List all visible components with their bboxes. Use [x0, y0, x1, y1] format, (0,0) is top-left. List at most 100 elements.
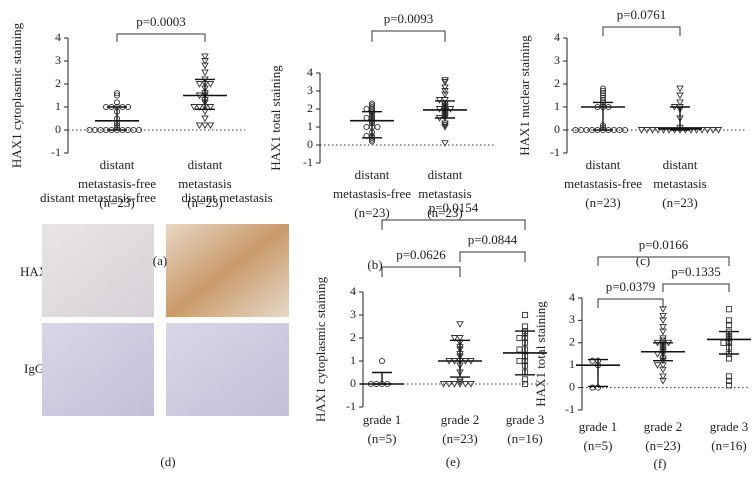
p-value: p=0.0154 [429, 200, 479, 215]
data-point [709, 127, 717, 134]
x-tick-label: grade 2 [441, 412, 480, 427]
x-tick-label: metastasis [418, 186, 471, 201]
data-point [201, 122, 209, 130]
data-point [363, 123, 370, 131]
x-tick-label: (n=23) [99, 195, 135, 210]
data-point [363, 105, 370, 113]
data-point [589, 384, 596, 391]
data-point [725, 306, 733, 313]
data-point [456, 335, 464, 342]
panel-label: (b) [367, 257, 382, 272]
x-tick-label: (n=23) [585, 195, 621, 210]
y-tick-label: 2 [350, 330, 356, 344]
data-point [113, 92, 121, 99]
significance-bracket [597, 256, 730, 266]
y-tick-label: 1 [554, 99, 560, 113]
significance-bracket [597, 298, 664, 308]
significance-bracket [381, 266, 461, 277]
panel-label: (f) [654, 456, 667, 471]
data-point [659, 335, 667, 343]
significance-bracket [371, 30, 446, 42]
p-value: p=0.0761 [617, 7, 667, 22]
y-tick-label: 4 [307, 65, 313, 79]
y-tick-label: 4 [55, 30, 61, 44]
y-tick-label: 4 [350, 284, 356, 298]
y-axis-label: HAX1 total staining [533, 301, 548, 407]
data-point [725, 382, 733, 389]
data-point [521, 311, 529, 319]
data-point [441, 88, 449, 95]
x-tick-label: metastasis-free [78, 176, 156, 191]
data-point [201, 115, 209, 123]
data-point [113, 90, 121, 97]
chart-panel: -1 0 1 2 3 4 HAX1 total staining distant metasta… [268, 11, 495, 272]
y-tick-label: 2 [55, 76, 61, 90]
y-tick-label: 4 [554, 30, 560, 44]
data-point [599, 90, 607, 97]
x-tick-label: distant [355, 167, 390, 182]
x-tick-label: (n=23) [662, 195, 698, 210]
p-value: p=0.0626 [396, 247, 446, 262]
p-value: p=0.0844 [468, 232, 518, 247]
data-point [456, 321, 464, 328]
data-point [441, 124, 449, 131]
data-point [676, 99, 684, 107]
data-point [441, 91, 449, 99]
data-point [725, 377, 733, 384]
data-point [441, 77, 449, 84]
data-point [720, 339, 727, 346]
data-point [714, 127, 723, 134]
data-point [363, 114, 370, 122]
column-title: distant metastasis [181, 190, 272, 205]
data-point [195, 81, 204, 88]
x-tick-label: grade 3 [710, 419, 749, 434]
data-point [456, 378, 464, 386]
y-axis-label: HAX1 nuclear staining [517, 35, 532, 156]
data-point [195, 104, 204, 111]
data-point [206, 81, 215, 88]
data-point [190, 104, 198, 111]
data-point [368, 104, 376, 111]
y-tick-label: 0 [350, 376, 356, 390]
data-point [435, 97, 444, 104]
x-tick-label: distant [188, 157, 223, 172]
data-point [692, 127, 701, 134]
data-point [516, 346, 523, 353]
y-tick-label: 1 [307, 119, 313, 133]
data-point [201, 69, 209, 77]
x-tick-label: distant [663, 157, 698, 172]
micrograph [42, 323, 154, 416]
y-tick-label: 3 [554, 53, 560, 67]
data-point [698, 127, 706, 134]
data-point [450, 335, 459, 342]
y-tick-label: -1 [346, 399, 356, 413]
data-point [461, 381, 470, 388]
y-axis-label: HAX1 total staining [268, 65, 283, 171]
panel-label: (d) [160, 454, 175, 469]
column-title: distant metastasis-free [40, 190, 156, 205]
data-point [725, 373, 733, 380]
panel-label: (a) [153, 253, 167, 268]
data-point [599, 94, 607, 101]
x-tick-label: grade 2 [644, 419, 683, 434]
data-point [589, 357, 596, 364]
x-tick-label: grade 3 [506, 412, 545, 427]
data-point [725, 355, 733, 362]
p-value: p=0.1335 [671, 264, 721, 279]
p-value: p=0.0379 [606, 279, 656, 294]
data-point [441, 79, 449, 86]
data-point [441, 140, 449, 147]
x-tick-label: grade 1 [579, 419, 618, 434]
y-tick-label: 3 [569, 312, 575, 326]
y-axis-label: HAX1 cytoplasmic staining [9, 22, 24, 168]
data-point [206, 122, 215, 130]
y-tick-label: 0 [569, 379, 575, 393]
y-tick-label: -1 [51, 145, 61, 159]
data-point [368, 100, 376, 107]
y-tick-label: 0 [55, 122, 61, 136]
data-point [725, 321, 733, 328]
data-point [599, 87, 607, 94]
y-tick-label: -1 [565, 402, 575, 416]
data-point [135, 126, 143, 134]
